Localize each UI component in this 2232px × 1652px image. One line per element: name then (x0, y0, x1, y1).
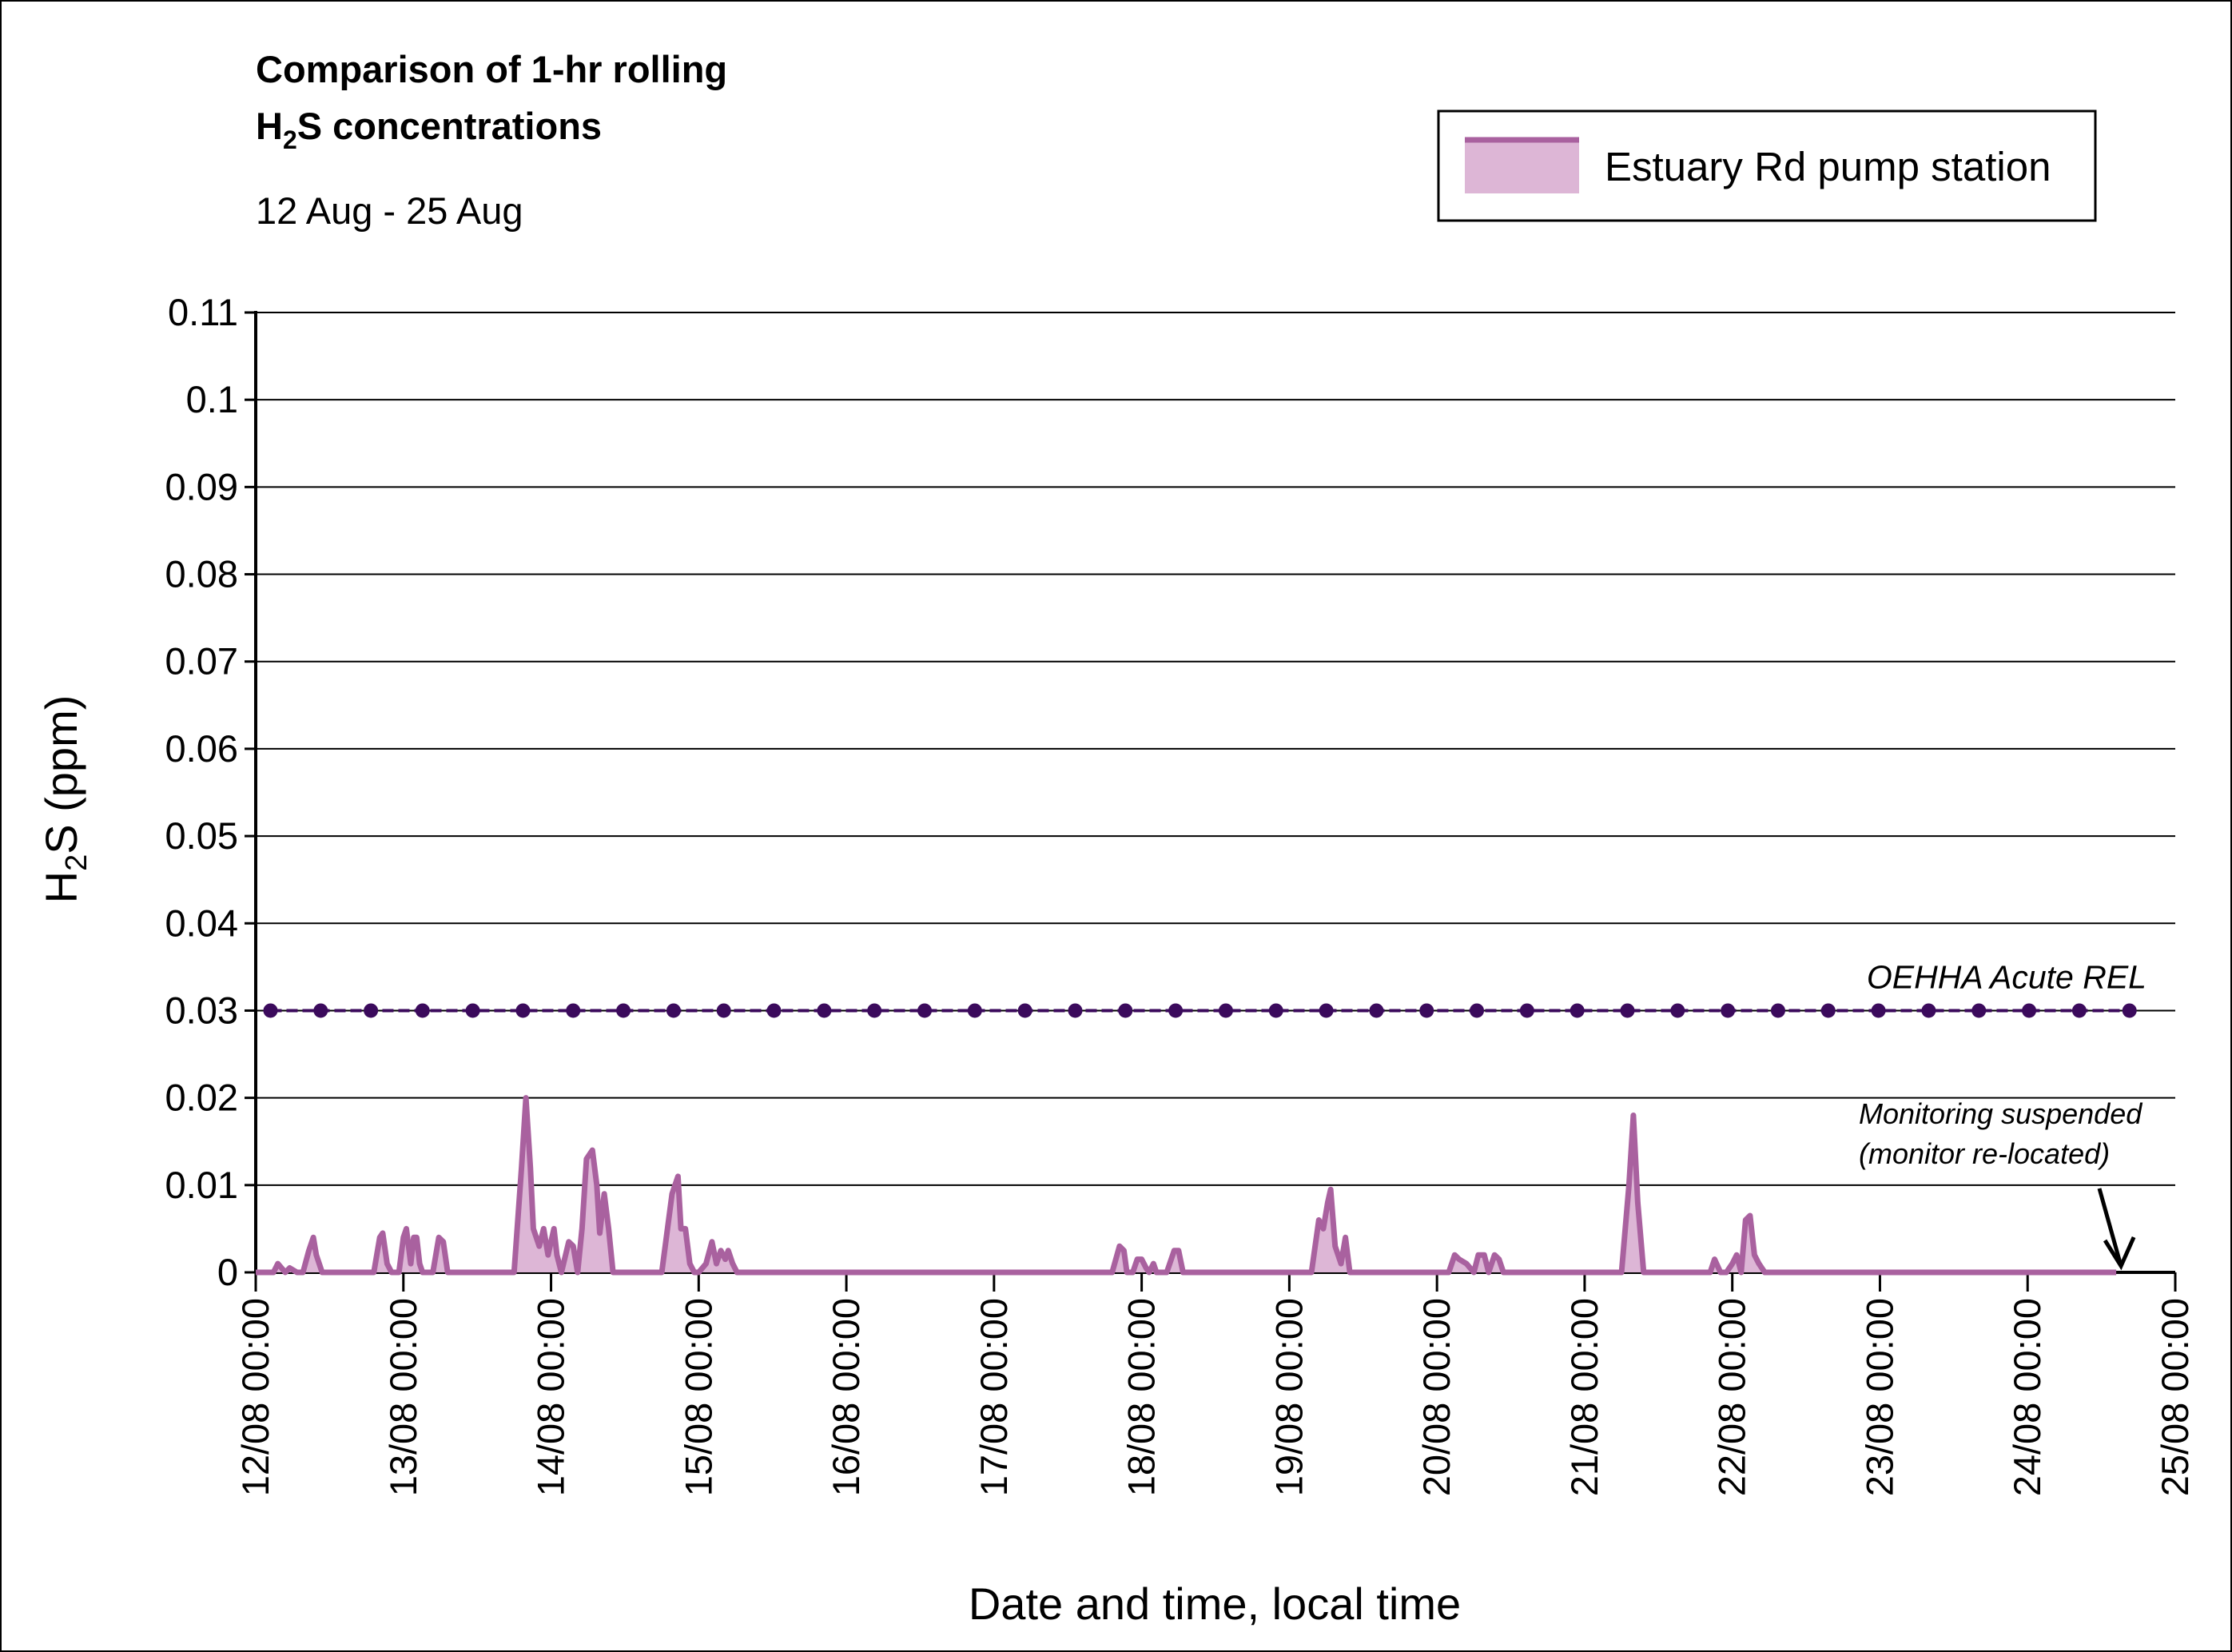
reference-marker (2071, 1003, 2087, 1018)
reference-marker (1770, 1003, 1785, 1018)
reference-marker (1971, 1003, 1987, 1018)
y-tick-label: 0.1 (186, 378, 238, 420)
reference-line-group: OEHHA Acute REL (263, 958, 2146, 1018)
annotation-line2: (monitor re-located) (1859, 1137, 2110, 1170)
y-tick-label: 0.02 (165, 1077, 238, 1119)
reference-marker (313, 1003, 328, 1018)
x-tick-label: 14/08 00:00 (530, 1298, 572, 1496)
reference-marker (766, 1003, 782, 1018)
reference-marker (1721, 1003, 1736, 1018)
reference-marker (616, 1003, 631, 1018)
y-tick-label: 0.01 (165, 1164, 238, 1206)
reference-marker (515, 1003, 531, 1018)
reference-marker (1319, 1003, 1334, 1018)
reference-marker (2122, 1003, 2137, 1018)
reference-markers (263, 1003, 2137, 1018)
annotation-arrow (2097, 1188, 2123, 1267)
reference-marker (917, 1003, 933, 1018)
x-tick-label: 12/08 00:00 (234, 1298, 277, 1496)
y-tick-label: 0.08 (165, 553, 238, 595)
x-tick-label: 19/08 00:00 (1267, 1298, 1310, 1496)
reference-marker (1419, 1003, 1434, 1018)
reference-marker (465, 1003, 480, 1018)
series-layer (256, 1095, 2117, 1276)
x-tick-label: 17/08 00:00 (973, 1298, 1015, 1496)
series-line-estuary-rd (256, 1095, 2117, 1276)
y-tick-label: 0.04 (165, 902, 238, 944)
reference-marker (1017, 1003, 1032, 1018)
reference-marker (817, 1003, 832, 1018)
reference-marker (867, 1003, 882, 1018)
legend: Estuary Rd pump station (1437, 109, 2097, 222)
y-axis-title: H2S (ppm) (36, 695, 93, 904)
reference-marker (666, 1003, 681, 1018)
y-tick-label: 0.09 (165, 465, 238, 508)
reference-marker (1820, 1003, 1836, 1018)
reference-marker (716, 1003, 731, 1018)
y-tick-label: 0.11 (168, 291, 238, 333)
x-tick-label: 21/08 00:00 (1563, 1298, 1605, 1496)
legend-swatch-fill (1465, 139, 1579, 193)
reference-marker (364, 1003, 379, 1018)
x-tick-label: 22/08 00:00 (1711, 1298, 1753, 1496)
reference-marker (1268, 1003, 1283, 1018)
x-tick-label: 16/08 00:00 (825, 1298, 867, 1496)
annotation: Monitoring suspended (monitor re-located… (1859, 1097, 2142, 1271)
y-tick-label: 0.06 (165, 727, 238, 770)
y-tick-labels: 0 0.01 0.02 0.03 0.04 0.05 0.06 0.07 0.08 0.09 0.1… (165, 291, 238, 1293)
series-area-estuary-rd (256, 1097, 2117, 1272)
annotation-line1: Monitoring suspended (1859, 1097, 2142, 1130)
x-tick-label: 18/08 00:00 (1120, 1298, 1163, 1496)
x-tick-label: 15/08 00:00 (677, 1298, 719, 1496)
chart-subtitle: 12 Aug - 25 Aug (256, 189, 523, 232)
reference-marker (1921, 1003, 1936, 1018)
x-tick-label: 13/08 00:00 (382, 1298, 424, 1496)
x-axis-title: Date and time, local time (969, 1578, 1461, 1629)
y-tick-label: 0 (217, 1251, 238, 1293)
chart-title-line1: Comparison of 1-hr rolling (256, 48, 727, 90)
chart-title-line2: H2S concentrations (256, 105, 602, 154)
reference-marker (1068, 1003, 1083, 1018)
reference-marker (566, 1003, 581, 1018)
reference-marker (967, 1003, 982, 1018)
reference-marker (1118, 1003, 1133, 1018)
legend-label: Estuary Rd pump station (1605, 144, 2051, 189)
reference-marker (1620, 1003, 1635, 1018)
y-tick-label: 0.07 (165, 640, 238, 683)
reference-marker (415, 1003, 430, 1018)
reference-marker (1168, 1003, 1184, 1018)
x-tick-labels: 12/08 00:00 13/08 00:00 14/08 00:00 15/08 0… (234, 1298, 2196, 1496)
y-tick-label: 0.05 (165, 814, 238, 857)
reference-marker (1519, 1003, 1534, 1018)
reference-marker (2022, 1003, 2037, 1018)
reference-marker (1218, 1003, 1233, 1018)
x-tick-label: 20/08 00:00 (1415, 1298, 1458, 1496)
gridlines (245, 311, 2177, 1292)
x-tick-label: 25/08 00:00 (2154, 1298, 2196, 1496)
reference-marker (1570, 1003, 1585, 1018)
reference-marker (1470, 1003, 1485, 1018)
x-tick-label: 23/08 00:00 (1858, 1298, 1900, 1496)
y-tick-label: 0.03 (165, 989, 238, 1031)
reference-line-label: OEHHA Acute REL (1867, 958, 2146, 995)
reference-marker (1871, 1003, 1886, 1018)
annotation-arrowhead (2103, 1236, 2136, 1271)
reference-marker (263, 1003, 278, 1018)
x-tick-label: 24/08 00:00 (2006, 1298, 2048, 1496)
reference-marker (1369, 1003, 1384, 1018)
reference-marker (1670, 1003, 1685, 1018)
